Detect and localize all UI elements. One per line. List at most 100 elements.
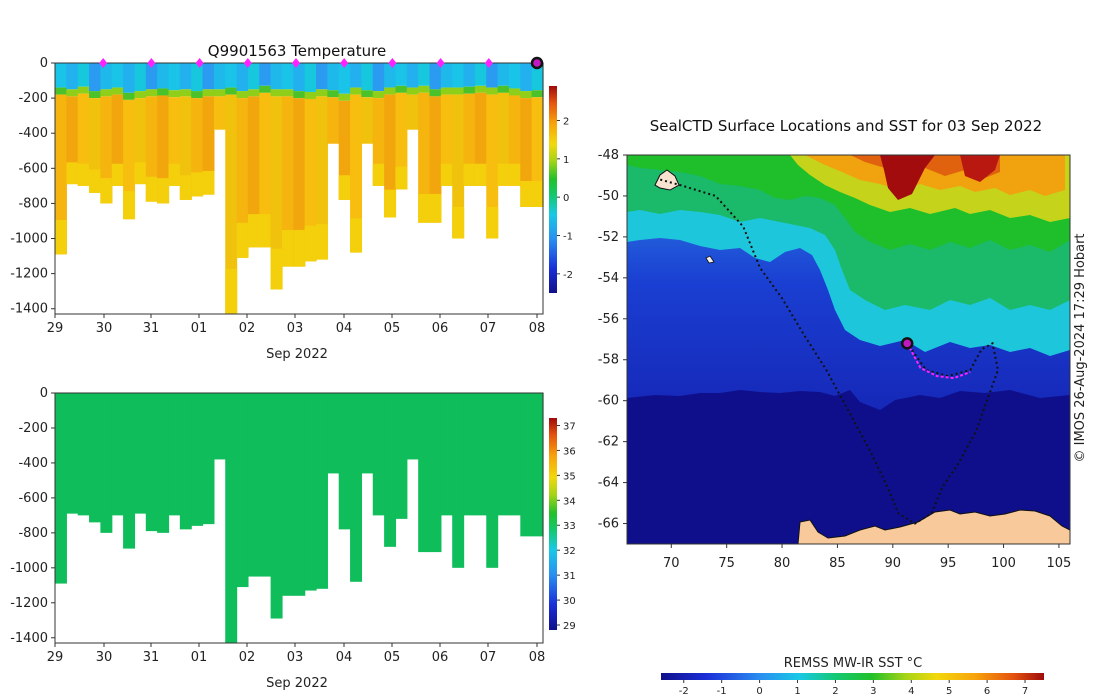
temperature-cell-bottom [157,178,170,204]
temperature-cell-deep [497,92,510,186]
temperature-cell-surface [350,63,363,88]
salinity-colorbar-ticks: 37 36 35 34 33 32 31 30 29 [557,421,576,632]
temperature-cell-bottom [429,193,442,223]
map-latitude-axis: -48 -50 -52 -54 -56 -58 -60 -62 -64 -66 [598,148,627,532]
heard-island [705,255,715,264]
temperature-cell-surface [89,63,101,92]
salinity-cell [123,393,136,549]
temperature-cell-deep [508,95,521,186]
temperature-cell-deep [384,94,397,218]
temperature-cell-surface [474,63,487,86]
y-tick-label: -800 [18,196,48,211]
temperature-cell-surface [66,63,79,90]
surface-marker [243,58,252,68]
temperature-cell-surface [202,63,215,90]
salinity-cell [327,393,340,474]
temperature-cell-deep [89,98,101,193]
temperature-cell-deep [213,96,226,130]
temperature-cell-surface [361,63,374,91]
temperature-cell-thermocline [134,91,147,99]
temperature-cell-surface [134,63,147,92]
salinity-cell [89,393,101,523]
salinity-cell [304,393,317,591]
temperature-cell-surface [316,63,328,90]
kerguelen-island [654,169,680,191]
salinity-cell [213,393,226,460]
temperature-cell-deep [55,94,67,255]
temperature-cell-bottom [202,170,215,195]
temperature-cell-surface [293,63,306,92]
temperature-cell-surface [213,63,226,90]
temperature-cell-deep [66,96,79,185]
temperature-panel: Q9901563 Temperature 0 -200 -400 -600 -800 -1… [10,42,573,362]
x-tick-label: 05 [384,650,401,665]
salinity-cell [55,393,67,584]
temperature-cell-thermocline [191,91,204,99]
y-tick-label: -1000 [10,561,48,576]
temperature-cell-thermocline [259,85,272,93]
temperature-profiles [55,63,544,314]
temperature-cell-bottom [123,191,136,220]
sst-colorbar-tick-label: 5 [946,686,952,697]
surface-marker [292,58,300,68]
temperature-cell-thermocline [213,89,226,97]
temperature-cell-deep [157,95,170,204]
temperature-cell-thermocline [327,90,340,98]
temperature-cell-surface [100,63,113,90]
lat-tick-label: -62 [598,435,619,450]
surface-marker [388,58,397,68]
surface-marker [340,58,349,68]
temperature-cell-surface [157,63,170,89]
temperature-cell-thermocline [111,87,124,95]
salinity-cell [259,393,272,577]
salinity-cell [225,393,238,643]
salinity-cell [281,393,294,596]
lat-tick-label: -54 [598,271,619,286]
salinity-cell [77,393,90,516]
y-tick-label: 0 [40,386,48,401]
temperature-cell-thermocline [338,93,351,101]
temperature-cell-deep [463,93,476,186]
salinity-cell [145,393,158,532]
salinity-cell [202,393,215,525]
temperature-colorbar [549,86,557,293]
temperature-cell-bottom [281,229,294,267]
sst-colorbar-tick-label: 7 [1022,686,1028,697]
lon-tick-label: 85 [829,556,846,571]
temperature-cell-bottom [89,169,101,193]
temperature-cell-thermocline [247,89,260,97]
temperature-cell-thermocline [497,85,510,93]
temperature-cell-thermocline [384,87,397,95]
x-tick-label: 08 [529,650,546,665]
surface-markers [99,56,544,70]
colorbar-tick-label: 35 [563,471,576,482]
temperature-cell-bottom [452,206,465,239]
map-axes-frame [626,154,1071,545]
salinity-colorbar [549,418,557,630]
temperature-cell-bottom [145,176,158,202]
temperature-cell-bottom [531,181,544,207]
temperature-cell-deep [418,92,431,223]
temperature-cell-surface [338,63,351,94]
x-tick-label: 31 [143,321,160,336]
temperature-cell-thermocline [474,85,487,93]
temperature-cell-bottom [520,181,533,207]
temperature-cell-bottom [111,163,124,186]
lon-tick-label: 70 [663,556,680,571]
temperature-cell-surface [429,63,442,90]
x-tick-label: 02 [239,650,256,665]
colorbar-tick-label: 30 [563,596,576,607]
y-tick-label: -400 [18,456,48,471]
lat-tick-label: -58 [598,353,619,368]
lat-tick-label: -48 [598,148,619,163]
surface-marker [99,58,108,68]
temperature-cell-surface [236,63,249,92]
temperature-cell-deep [225,94,238,314]
temperature-cell-bottom [293,229,306,267]
salinity-cell [361,393,374,474]
temperature-cell-surface [452,63,465,88]
temperature-cell-surface [191,63,204,92]
y-tick-label: -200 [18,421,48,436]
salinity-cell [429,393,442,553]
salinity-cell [531,393,544,537]
